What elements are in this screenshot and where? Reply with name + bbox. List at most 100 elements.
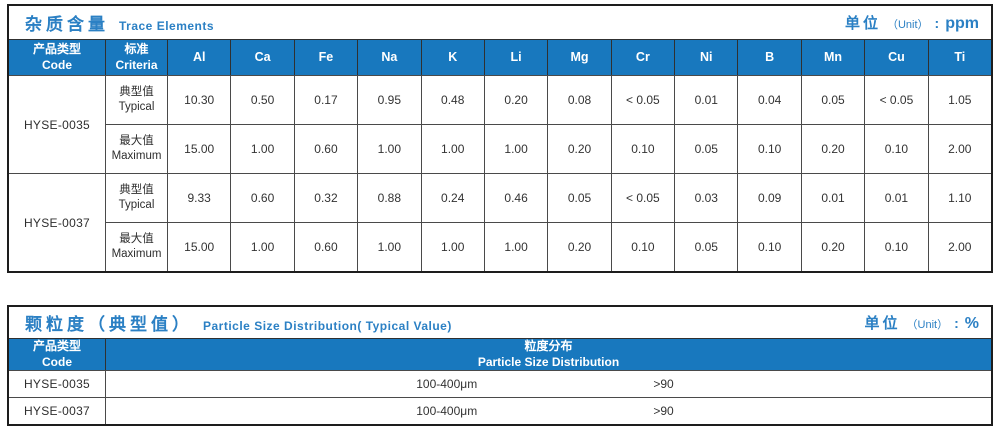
col-header-criteria-en: Criteria xyxy=(115,57,158,72)
col-header-element-ni: Ni xyxy=(674,39,738,75)
value-cell: 0.03 xyxy=(674,173,738,222)
value-cell: 0.48 xyxy=(420,75,484,124)
col-header-distribution: 粒度分布 Particle Size Distribution xyxy=(105,338,991,370)
trace-elements-section: 杂质含量 Trace Elements 单位 （Unit） : ppm 产品类型… xyxy=(7,4,993,273)
value-cell: 0.24 xyxy=(420,173,484,222)
col-header-element-al: Al xyxy=(167,39,231,75)
particle-size-title-row: 颗粒度（典型值） Particle Size Distribution( Typ… xyxy=(9,307,991,338)
value-cell: 0.20 xyxy=(483,75,548,124)
col-header-element-cu: Cu xyxy=(864,39,928,75)
value-cell: 0.20 xyxy=(800,222,865,271)
value-cell: 0.20 xyxy=(547,124,611,173)
particle-size-table: 产品类型 Code 粒度分布 Particle Size Distributio… xyxy=(9,338,991,424)
col-header-code: 产品类型 Code xyxy=(9,39,105,75)
value-cell: 2.00 xyxy=(927,222,991,271)
distribution-cell: 100-400μm >90 xyxy=(105,397,991,424)
unit-label: 单位 （Unit） : % xyxy=(865,312,979,333)
size-range: 100-400μm xyxy=(416,404,478,418)
section-title: 杂质含量 Trace Elements xyxy=(25,10,214,35)
value-cell: 0.01 xyxy=(800,173,865,222)
value-cell: 0.05 xyxy=(674,222,738,271)
product-code-hyse-0035: HYSE-0035 xyxy=(9,370,105,397)
value-cell: 1.10 xyxy=(927,173,991,222)
value-cell: 0.05 xyxy=(800,75,865,124)
col-header-element-fe: Fe xyxy=(293,39,358,75)
value-cell: 1.00 xyxy=(230,222,294,271)
value-cell: 0.20 xyxy=(547,222,611,271)
size-percentage: >90 xyxy=(653,377,674,391)
unit-en: （Unit） xyxy=(886,19,929,31)
col-header-criteria: 标准 Criteria xyxy=(105,39,167,75)
value-cell: 1.00 xyxy=(483,124,548,173)
criteria-maximum: 最大值 Maximum xyxy=(105,124,167,173)
criteria-typical: 典型值 Typical xyxy=(105,75,167,124)
size-range: 100-400μm xyxy=(416,377,478,391)
value-cell: 0.10 xyxy=(864,124,928,173)
col-header-element-na: Na xyxy=(357,39,421,75)
value-cell: 15.00 xyxy=(167,124,231,173)
unit-value: % xyxy=(964,315,979,332)
unit-en: （Unit） xyxy=(906,319,949,331)
value-cell: 2.00 xyxy=(927,124,991,173)
col-header-element-b: B xyxy=(737,39,801,75)
col-header-element-mn: Mn xyxy=(800,39,865,75)
value-cell: 0.46 xyxy=(483,173,548,222)
section-title: 颗粒度（典型值） Particle Size Distribution( Typ… xyxy=(25,310,452,335)
unit-value: ppm xyxy=(945,15,979,32)
value-cell: 1.05 xyxy=(927,75,991,124)
value-cell: 0.50 xyxy=(230,75,294,124)
value-cell: 1.00 xyxy=(483,222,548,271)
value-cell: 1.00 xyxy=(420,124,484,173)
value-cell: 0.10 xyxy=(737,124,801,173)
value-cell: 1.00 xyxy=(357,124,421,173)
product-code-hyse-0037: HYSE-0037 xyxy=(9,173,105,271)
value-cell: < 0.05 xyxy=(610,173,675,222)
value-cell: 0.95 xyxy=(357,75,421,124)
size-percentage: >90 xyxy=(653,404,674,418)
section-title-en: Particle Size Distribution( Typical Valu… xyxy=(203,319,452,333)
col-header-element-k: K xyxy=(420,39,484,75)
value-cell: 1.00 xyxy=(420,222,484,271)
unit-zh: 单位 xyxy=(864,315,901,332)
col-header-element-ti: Ti xyxy=(927,39,991,75)
value-cell: 0.60 xyxy=(230,173,294,222)
col-header-code-en: Code xyxy=(42,57,72,72)
value-cell: < 0.05 xyxy=(610,75,675,124)
value-cell: < 0.05 xyxy=(864,75,928,124)
col-header-element-mg: Mg xyxy=(547,39,611,75)
value-cell: 1.00 xyxy=(230,124,294,173)
section-title-zh: 杂质含量 xyxy=(25,15,109,34)
criteria-maximum: 最大值 Maximum xyxy=(105,222,167,271)
product-code-hyse-0035: HYSE-0035 xyxy=(9,75,105,173)
value-cell: 0.04 xyxy=(737,75,801,124)
value-cell: 0.05 xyxy=(547,173,611,222)
col-header-element-li: Li xyxy=(483,39,548,75)
particle-size-section: 颗粒度（典型值） Particle Size Distribution( Typ… xyxy=(7,305,993,426)
value-cell: 0.60 xyxy=(293,222,358,271)
value-cell: 0.10 xyxy=(610,124,675,173)
col-header-code: 产品类型 Code xyxy=(9,338,105,370)
col-header-criteria-zh: 标准 xyxy=(124,41,149,56)
col-header-element-ca: Ca xyxy=(230,39,294,75)
trace-elements-title-row: 杂质含量 Trace Elements 单位 （Unit） : ppm xyxy=(9,6,991,39)
unit-separator: : xyxy=(954,315,959,331)
value-cell: 0.08 xyxy=(547,75,611,124)
value-cell: 0.32 xyxy=(293,173,358,222)
value-cell: 1.00 xyxy=(357,222,421,271)
value-cell: 0.20 xyxy=(800,124,865,173)
unit-label: 单位 （Unit） : ppm xyxy=(845,12,979,33)
value-cell: 15.00 xyxy=(167,222,231,271)
value-cell: 0.05 xyxy=(674,124,738,173)
value-cell: 0.60 xyxy=(293,124,358,173)
col-header-code-zh: 产品类型 xyxy=(32,41,81,56)
product-code-hyse-0037: HYSE-0037 xyxy=(9,397,105,424)
value-cell: 0.88 xyxy=(357,173,421,222)
value-cell: 0.10 xyxy=(737,222,801,271)
criteria-typical: 典型值 Typical xyxy=(105,173,167,222)
value-cell: 0.09 xyxy=(737,173,801,222)
value-cell: 0.10 xyxy=(610,222,675,271)
section-title-zh: 颗粒度（典型值） xyxy=(25,315,193,334)
value-cell: 0.10 xyxy=(864,222,928,271)
value-cell: 10.30 xyxy=(167,75,231,124)
